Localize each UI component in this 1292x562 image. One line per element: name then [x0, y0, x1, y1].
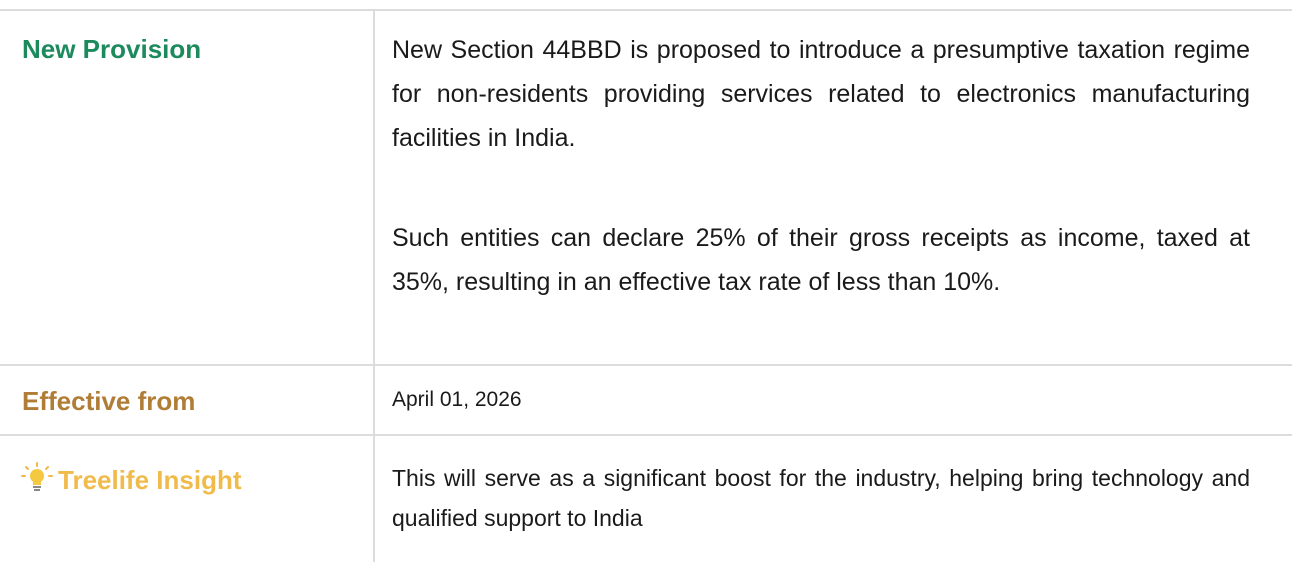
bulb-icon	[21, 462, 53, 491]
column-border	[373, 10, 375, 562]
paragraph: New Section 44BBD is proposed to introdu…	[392, 36, 1250, 152]
row-text: New Section 44BBD is proposed to introdu…	[392, 28, 1250, 304]
row-label: Effective from	[22, 386, 196, 416]
paragraph: April 01, 2026	[392, 388, 522, 411]
row-text: This will serve as a significant boost f…	[392, 458, 1250, 538]
row-border	[0, 9, 1292, 11]
row-border	[0, 434, 1292, 436]
paragraph: Such entities can declare 25% of their g…	[392, 224, 1250, 296]
row-label: New Provision	[22, 34, 202, 64]
row-border	[0, 364, 1292, 366]
row-label: Treelife Insight	[58, 465, 242, 495]
paragraph: This will serve as a significant boost f…	[392, 465, 1250, 531]
row-text: April 01, 2026	[392, 385, 1250, 415]
